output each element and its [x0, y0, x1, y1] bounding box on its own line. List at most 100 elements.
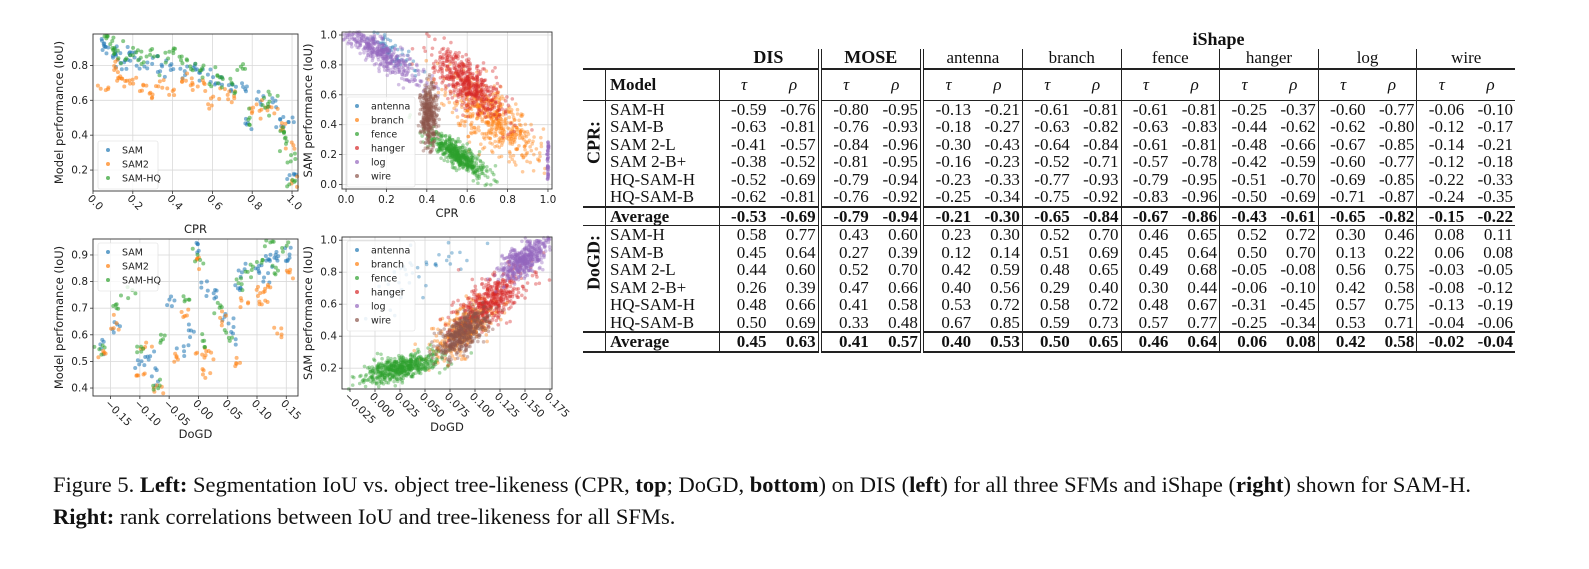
data-point: [432, 117, 436, 122]
data-point: [489, 117, 494, 121]
data-point: [466, 313, 470, 318]
data-point: [489, 106, 494, 111]
data-point: [493, 292, 497, 297]
data-point: [425, 102, 430, 106]
data-point: [479, 77, 484, 82]
data-point: [397, 353, 401, 358]
y-tick-label: 0.5: [71, 356, 88, 368]
data-point: [429, 100, 434, 105]
data-point: [506, 276, 510, 281]
data-point: [372, 358, 377, 363]
data-point: [473, 315, 478, 320]
data-point: [457, 68, 462, 72]
data-point: [467, 316, 471, 321]
data-point: [437, 355, 441, 360]
data-point: [503, 272, 508, 277]
data-point: [448, 68, 452, 72]
data-point: [427, 34, 431, 39]
data-point: [172, 359, 177, 364]
data-point: [454, 147, 459, 151]
data-point: [458, 160, 463, 165]
data-point: [476, 153, 481, 158]
data-point: [438, 331, 443, 336]
data-point: [443, 75, 448, 79]
data-point: [381, 52, 385, 57]
data-point: [106, 85, 111, 90]
data-point: [526, 253, 531, 257]
data-point: [411, 372, 416, 377]
data-point: [399, 370, 404, 375]
data-point: [538, 250, 543, 254]
data-point: [375, 49, 380, 54]
data-point: [465, 103, 469, 108]
data-point: [476, 69, 481, 73]
data-point: [434, 136, 439, 141]
data-point: [455, 101, 460, 106]
data-point: [114, 306, 119, 311]
data-point: [419, 357, 424, 362]
data-point: [432, 77, 437, 82]
data-point: [537, 242, 542, 247]
data-point: [465, 150, 470, 155]
data-point: [510, 246, 514, 251]
data-point: [462, 80, 467, 84]
data-point: [525, 150, 530, 155]
data-point: [378, 377, 383, 382]
data-point: [450, 151, 454, 156]
data-point: [481, 103, 486, 108]
data-point: [480, 305, 485, 309]
data-point: [423, 357, 428, 361]
data-point: [452, 53, 457, 57]
data-point: [431, 131, 436, 135]
data-point: [490, 122, 495, 127]
data-point: [477, 168, 481, 173]
data-point: [510, 268, 515, 273]
y-tick-label: 0.6: [71, 329, 88, 341]
data-point: [486, 107, 490, 111]
data-point: [465, 65, 470, 70]
data-point: [423, 107, 428, 112]
data-point: [472, 130, 476, 134]
data-point: [465, 78, 469, 83]
data-point: [435, 150, 440, 154]
data-point: [367, 365, 372, 370]
data-point: [402, 358, 407, 363]
data-point: [401, 58, 406, 63]
data-point: [446, 360, 450, 364]
data-point: [429, 119, 434, 123]
data-point: [466, 81, 471, 85]
data-point: [494, 113, 498, 118]
data-point: [466, 102, 471, 107]
data-point: [522, 256, 527, 261]
data-point: [475, 98, 479, 103]
legend-marker: [355, 160, 359, 164]
data-point: [193, 259, 198, 264]
data-point: [504, 289, 509, 294]
data-point: [496, 315, 500, 319]
data-point: [468, 163, 473, 167]
data-point: [430, 362, 434, 366]
data-point: [530, 245, 535, 250]
data-point: [502, 266, 506, 270]
data-point: [492, 270, 497, 275]
data-point: [442, 60, 446, 65]
data-point: [400, 364, 405, 368]
data-point: [504, 295, 508, 300]
data-point: [371, 371, 376, 376]
data-point: [466, 78, 471, 83]
data-point: [515, 127, 519, 132]
data-point: [493, 313, 498, 318]
data-point: [481, 285, 486, 290]
data-point: [495, 113, 500, 118]
data-point: [469, 332, 474, 337]
data-point: [380, 44, 385, 48]
data-point: [526, 257, 530, 262]
data-point: [419, 120, 424, 124]
data-point: [428, 113, 433, 117]
data-point: [466, 165, 471, 169]
data-point: [433, 94, 438, 98]
data-point: [408, 354, 413, 358]
data-point: [479, 320, 483, 325]
data-point: [373, 40, 378, 44]
